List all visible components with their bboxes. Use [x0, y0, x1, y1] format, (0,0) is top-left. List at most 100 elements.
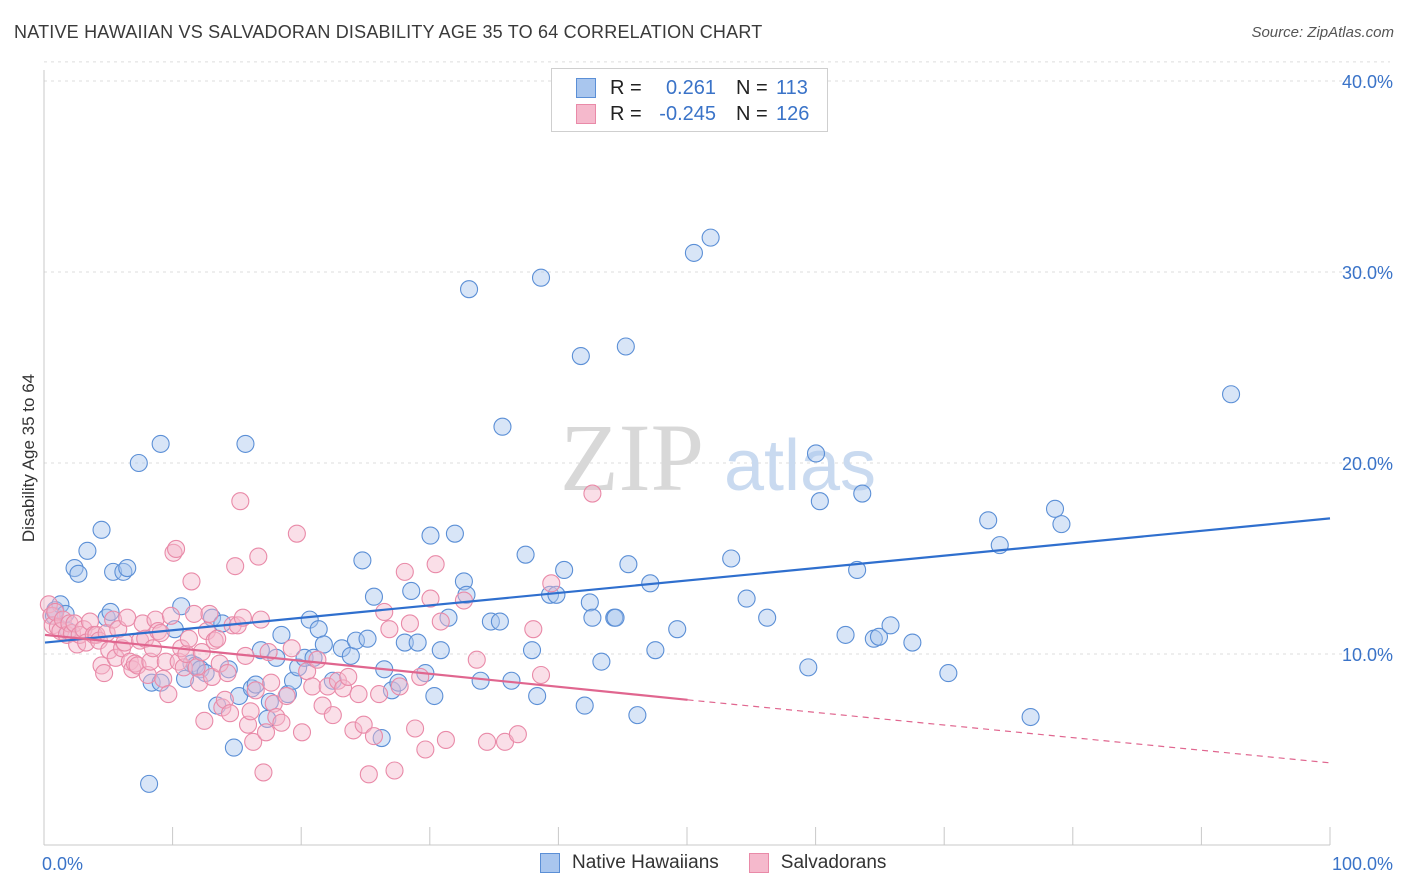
salvadoran-point: [287, 524, 306, 543]
native-hawaiian-point: [490, 612, 509, 631]
native-hawaiian-point: [836, 625, 855, 644]
pink-swatch: [576, 104, 596, 124]
salvadoran-point: [524, 620, 543, 639]
native-hawaiian-point: [346, 631, 366, 650]
r-value: 0.261: [665, 76, 716, 99]
native-hawaiian-point: [528, 686, 547, 706]
native-hawaiian-point: [555, 560, 574, 580]
native-hawaiian-point: [737, 589, 756, 608]
n-label: N =: [736, 76, 768, 99]
native-hawaiian-point: [309, 620, 328, 639]
native-hawaiian-point: [701, 228, 720, 247]
salvadoran-point: [339, 667, 358, 686]
native-hawaiian-point: [531, 268, 551, 287]
salvadoran-point: [167, 539, 186, 559]
native-hawaiian-point: [459, 280, 479, 299]
native-hawaiians-trend-line: [44, 517, 1331, 644]
native-hawaiian-point: [668, 620, 687, 639]
salvadoran-point: [65, 614, 84, 633]
axes: [43, 70, 1331, 846]
n-value: 126: [776, 102, 810, 125]
native-hawaiian-point: [341, 646, 360, 665]
salvadoran-point: [205, 631, 224, 650]
salvadoran-point: [400, 614, 419, 633]
salvadoran-point: [349, 685, 368, 704]
native-hawaiian-point: [522, 641, 542, 660]
native-hawaiian-point: [258, 709, 277, 728]
salvadoran-point: [354, 715, 373, 734]
salvadoran-point: [179, 629, 198, 648]
native-hawaiian-point: [445, 524, 464, 543]
salvadorans-trend-extension: [687, 699, 1331, 764]
salvadoran-point: [272, 713, 291, 732]
salvadoran-point: [220, 704, 240, 723]
native-hawaiian-point: [272, 625, 291, 644]
native-hawaiian-point: [616, 337, 635, 356]
y-tick-label: 10.0%: [1342, 645, 1393, 665]
native-hawaiian-point: [104, 562, 123, 581]
axis-labels: 10.0% 20.0% 30.0% 40.0% 0.0% 100.0% Disability…: [19, 72, 1393, 874]
legend-item-salvadorans[interactable]: Salvadorans: [748, 852, 886, 874]
salvadoran-point: [426, 555, 445, 574]
salvadoran-point: [375, 602, 394, 622]
salvadoran-point: [200, 604, 219, 623]
salvadoran-point: [256, 723, 276, 742]
watermark-zip: ZIP: [560, 404, 704, 511]
salvadoran-point: [185, 604, 204, 623]
native-hawaiian-point: [592, 652, 611, 671]
salvadoran-point: [125, 654, 144, 673]
salvadoran-point: [161, 606, 180, 625]
salvadoran-point: [406, 719, 425, 738]
source-credit: Source: ZipAtlas.com: [1251, 24, 1394, 41]
watermark: ZIP atlas: [560, 404, 876, 511]
salvadoran-point: [154, 669, 173, 688]
salvadoran-point: [370, 685, 389, 704]
native-hawaiian-point: [92, 520, 111, 539]
salvadoran-point: [318, 677, 337, 696]
native-hawaiian-point: [758, 608, 777, 627]
correlation-legend: R = 0.261 N = 113 R = -0.245 N = 126: [551, 68, 828, 132]
r-value: -0.245: [659, 102, 716, 125]
native-hawaiian-point: [869, 627, 889, 646]
salvadoran-point: [106, 648, 125, 667]
salvadoran-point: [395, 562, 414, 581]
native-hawaiian-point: [516, 545, 535, 564]
native-hawaiian-point: [236, 434, 255, 453]
salvadoran-point: [431, 612, 450, 631]
legend-label: Native Hawaiians: [572, 852, 719, 873]
native-hawaiian-point: [628, 706, 647, 725]
native-hawaiian-point: [903, 633, 922, 652]
native-hawaiian-point: [364, 587, 384, 606]
native-hawaiian-point: [78, 541, 97, 560]
legend-item-native-hawaiians[interactable]: Native Hawaiians: [540, 852, 719, 874]
trend-lines: [44, 517, 1331, 764]
y-tick-label: 30.0%: [1342, 263, 1393, 283]
native-hawaiian-point: [246, 675, 265, 694]
salvadoran-point: [277, 686, 296, 706]
salvadoran-point: [231, 492, 250, 511]
native-hawaiian-point: [1021, 707, 1040, 727]
native-hawaiian-point: [606, 608, 625, 627]
native-hawaiian-point: [848, 560, 867, 580]
salvadoran-point: [344, 721, 363, 740]
salvadoran-point: [238, 715, 258, 734]
salvadoran-point: [323, 706, 342, 725]
pink-swatch: [748, 853, 769, 873]
salvadoran-point: [244, 732, 263, 751]
native-hawaiian-point: [979, 511, 998, 530]
native-hawaiian-point: [799, 658, 818, 677]
salvadoran-point: [364, 727, 384, 746]
salvadoran-point: [215, 690, 234, 709]
n-label: N =: [736, 102, 768, 125]
native-hawaiian-point: [454, 572, 473, 591]
salvadoran-point: [267, 707, 286, 727]
native-hawaiian-point: [471, 671, 490, 690]
native-hawaiian-point: [881, 616, 900, 635]
salvadoran-point: [143, 639, 162, 658]
blue-swatch: [576, 78, 596, 98]
x-tick-label-max: 100.0%: [1332, 854, 1393, 874]
salvadoran-point: [46, 602, 65, 622]
native-hawaiian-point: [358, 629, 377, 648]
salvadoran-point: [141, 652, 160, 671]
native-hawaiian-point: [853, 484, 872, 503]
